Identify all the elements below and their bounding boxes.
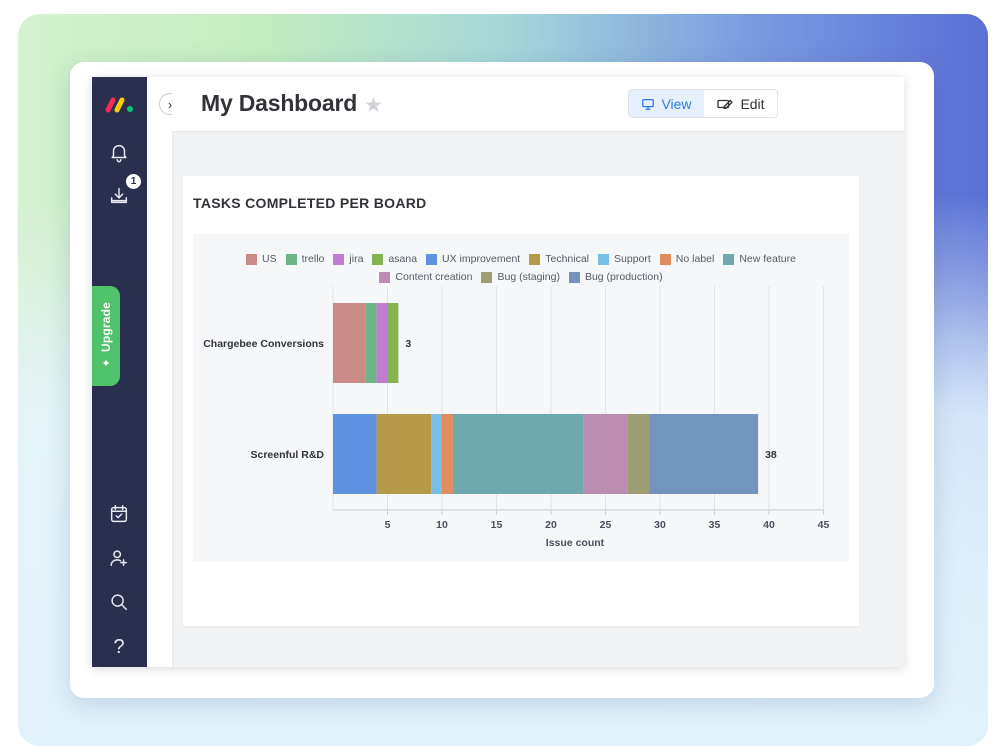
legend-item[interactable]: Technical [529, 250, 589, 268]
edit-label: Edit [740, 95, 765, 112]
bar-segment [376, 303, 388, 383]
legend-item[interactable]: trello [285, 250, 325, 268]
legend-swatch [659, 253, 671, 265]
legend-item[interactable]: No label [659, 250, 715, 268]
monday-logo-icon[interactable] [105, 94, 135, 114]
legend-swatch [426, 253, 438, 265]
x-tick-label: 20 [545, 519, 557, 531]
legend-row: US trello jira asana UX improvement Technical… [193, 250, 849, 268]
view-edit-toggle: View Edit [628, 89, 778, 118]
inbox-icon[interactable] [106, 183, 132, 209]
legend-label: jira [349, 253, 364, 265]
bar-segment [649, 414, 759, 494]
bar-segment [376, 414, 432, 494]
x-tick-label: 25 [600, 519, 612, 531]
legend-swatch [372, 253, 384, 265]
search-icon[interactable] [106, 589, 132, 615]
legend-label: UX improvement [442, 253, 521, 265]
bar-segment [431, 414, 442, 494]
bar-segment [333, 303, 366, 383]
view-label: View [661, 95, 692, 112]
upgrade-button[interactable]: Upgrade ✦ [92, 286, 120, 386]
legend-label: asana [388, 253, 418, 265]
legend-label: New feature [739, 253, 796, 265]
legend-label: trello [301, 253, 325, 265]
bar-segment [365, 303, 377, 383]
legend-item[interactable]: US [246, 250, 277, 268]
legend-label: US [262, 253, 277, 265]
category-label: Screenful R&D [250, 449, 324, 461]
inbox-badge: 1 [126, 174, 141, 189]
bar-total-label: 3 [405, 338, 411, 350]
legend-label: Technical [545, 253, 590, 265]
legend-item[interactable]: New feature [723, 250, 796, 268]
bar-total-label: 38 [765, 449, 777, 461]
invite-members-icon[interactable] [106, 545, 132, 571]
edit-pencil-icon [717, 99, 734, 109]
stacked-bar-chart: 5 10 15 20 25 30 35 40 45 Issue count Chargebee Co… [203, 286, 830, 549]
legend-item[interactable]: Bug (staging) [481, 268, 560, 286]
x-tick-label: 45 [818, 519, 830, 531]
legend-item[interactable]: Support [598, 250, 651, 268]
legend-swatch [529, 253, 541, 265]
bar-segment [627, 414, 650, 494]
legend-label: Content creation [395, 271, 473, 283]
x-tick-label: 5 [385, 519, 391, 531]
upgrade-label: Upgrade [99, 302, 113, 353]
x-tick-label: 35 [709, 519, 721, 531]
x-tick-label: 15 [491, 519, 503, 531]
view-mode-button[interactable]: View [629, 90, 704, 117]
legend-row: Content creation Bug (staging) Bug (produc… [193, 268, 849, 286]
legend-label: Support [614, 253, 651, 265]
chart-area: 5 10 15 20 25 30 35 40 45 Issue count Chargebee Co… [193, 234, 849, 562]
bar-segment [452, 414, 584, 494]
my-work-icon[interactable] [106, 501, 132, 527]
legend-item[interactable]: asana [372, 250, 417, 268]
legend-swatch [379, 271, 391, 283]
favorite-star-icon[interactable]: ★ [364, 94, 383, 117]
sparkle-icon: ✦ [101, 357, 111, 370]
help-icon[interactable]: ? [113, 635, 125, 658]
x-axis-label: Issue count [546, 537, 605, 549]
category-label: Chargebee Conversions [203, 338, 324, 350]
bar-segment [583, 414, 628, 494]
legend-item[interactable]: Bug (production) [568, 268, 663, 286]
legend-swatch [598, 253, 610, 265]
legend-swatch [333, 253, 345, 265]
legend-swatch [246, 253, 258, 265]
monitor-icon [642, 98, 655, 110]
chart-widget: TASKS COMPLETED PER BOARD 5 10 15 20 25 30 35 4… [183, 176, 859, 626]
legend-item[interactable]: UX improvement [426, 250, 520, 268]
page-title: My Dashboard [201, 90, 358, 116]
dashboard-header: My Dashboard ★ View Edit [172, 77, 904, 132]
legend-swatch [568, 271, 580, 283]
x-tick-label: 10 [436, 519, 448, 531]
x-tick-label: 40 [763, 519, 775, 531]
legend-item[interactable]: jira [333, 250, 363, 268]
left-sidebar: 1 Upgrade ✦ ? [92, 77, 147, 667]
collapse-strip [147, 77, 173, 667]
legend-swatch [723, 253, 735, 265]
bar-segment [333, 414, 377, 494]
bar-segment [442, 414, 453, 494]
chart-legend: US trello jira asana UX improvement Technical… [193, 250, 849, 286]
widget-title: TASKS COMPLETED PER BOARD [193, 195, 427, 211]
legend-swatch [481, 271, 493, 283]
app-window: 1 Upgrade ✦ ? › My Dashboard ★ View E [92, 77, 904, 667]
legend-label: Bug (staging) [497, 271, 560, 283]
legend-item[interactable]: Content creation [379, 268, 472, 286]
x-tick-label: 30 [654, 519, 666, 531]
notifications-icon[interactable] [106, 139, 132, 165]
legend-swatch [285, 253, 297, 265]
bar-segment [387, 303, 399, 383]
legend-label: Bug (production) [584, 271, 663, 283]
edit-mode-button[interactable]: Edit [704, 90, 777, 117]
legend-label: No label [675, 253, 715, 265]
